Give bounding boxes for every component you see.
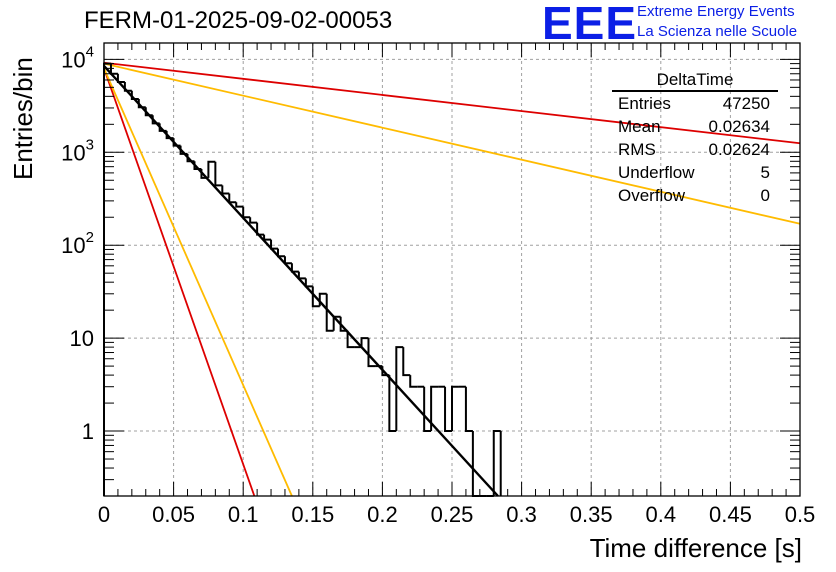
histogram-bin xyxy=(277,248,285,258)
histogram-bin xyxy=(451,385,459,432)
logo-line-1: Extreme Energy Events xyxy=(637,3,795,20)
stats-row-underflow: Underflow 5 xyxy=(612,161,778,184)
stats-label: Entries xyxy=(618,94,671,113)
stats-label: Mean xyxy=(618,117,661,136)
x-tick-label: 0.35 xyxy=(570,502,613,527)
x-tick-label: 0.4 xyxy=(646,502,677,527)
x-tick-label: 0.05 xyxy=(152,502,195,527)
fit-curve-red-steep xyxy=(103,68,256,497)
histogram-bin xyxy=(130,90,139,100)
histogram-bin xyxy=(492,430,501,496)
histogram-bin xyxy=(137,98,146,109)
histogram-bin xyxy=(172,138,181,147)
stats-value: 0.02634 xyxy=(708,117,770,136)
y-tick-label: 102 xyxy=(61,229,94,258)
stats-label: RMS xyxy=(618,140,656,159)
histogram-bin xyxy=(360,337,369,348)
x-tick-label: 0.1 xyxy=(228,502,259,527)
histogram-bin xyxy=(423,386,432,433)
histogram-bin xyxy=(471,431,480,497)
histogram-bin xyxy=(332,315,341,331)
stats-row-rms: RMS 0.02624 xyxy=(612,138,778,161)
histogram-bin xyxy=(123,82,132,92)
histogram-bin xyxy=(235,202,244,208)
histogram-bin xyxy=(304,278,313,288)
stats-row-entries: Entries 47250 xyxy=(612,92,778,115)
histogram-bin xyxy=(381,366,390,377)
histogram-bin xyxy=(165,130,174,140)
stats-box: DeltaTime Entries 47250 Mean 0.02634 RMS… xyxy=(612,70,778,207)
fit-curve-yellow-steep xyxy=(103,68,293,497)
stats-value: 47250 xyxy=(722,94,770,113)
x-tick-label: 0 xyxy=(98,502,110,527)
histogram-bin xyxy=(325,293,334,332)
histogram-bin xyxy=(402,347,411,377)
histogram-bin xyxy=(318,292,327,307)
histogram-bin xyxy=(263,234,272,241)
histogram-bin xyxy=(116,73,125,84)
histogram-bin xyxy=(339,316,348,332)
stats-value: 5 xyxy=(760,163,770,182)
histogram-bin xyxy=(388,375,397,433)
x-axis-title: Time difference [s] xyxy=(589,533,802,563)
histogram-bin xyxy=(256,222,265,236)
histogram-bin xyxy=(311,286,320,308)
x-tick-labels: 0 0.05 0.1 0.15 0.2 0.25 0.3 0.35 0.4 0.45 0.5 xyxy=(98,502,815,527)
histogram-bin xyxy=(214,161,223,187)
stats-row-mean: Mean 0.02634 xyxy=(612,115,778,138)
eee-logo-mark: EEE xyxy=(542,0,638,49)
histogram-bin xyxy=(464,386,473,433)
histogram-bin xyxy=(346,330,355,349)
x-tick-label: 0.15 xyxy=(291,502,334,527)
y-tick-label: 104 xyxy=(61,43,94,72)
histogram-bin xyxy=(221,185,230,195)
histogram-bin xyxy=(186,153,195,163)
stats-label: Overflow xyxy=(618,186,686,205)
y-tick-label: 1 xyxy=(82,419,94,444)
y-axis-title: Entries/bin xyxy=(8,57,38,180)
histogram-bin xyxy=(367,338,376,368)
fit-curve-yellow-shallow xyxy=(103,62,801,225)
stats-row-overflow: Overflow 0 xyxy=(612,184,778,207)
x-tick-label: 0.5 xyxy=(785,502,816,527)
fit-curve-red-shallow xyxy=(103,61,801,145)
x-tick-label: 0.45 xyxy=(709,502,752,527)
y-tick-label: 103 xyxy=(61,136,94,165)
histogram-bin xyxy=(158,123,167,132)
histogram-bin xyxy=(200,169,209,179)
stats-value: 0.02624 xyxy=(708,140,770,159)
x-tick-label: 0.2 xyxy=(367,502,398,527)
logo-line-2: La Scienza nelle Scuole xyxy=(637,23,798,40)
chart-title: FERM-01-2025-09-02-00053 xyxy=(84,7,393,34)
y-tick-label: 10 xyxy=(70,326,94,351)
histogram-bin xyxy=(297,271,306,280)
histogram-bin xyxy=(409,375,418,388)
histogram-bin xyxy=(249,217,258,224)
histogram-bin xyxy=(270,239,278,250)
histogram-bin xyxy=(444,386,452,433)
histogram-bin xyxy=(290,263,299,273)
histogram-bin xyxy=(430,385,439,432)
histogram-bin xyxy=(193,161,202,171)
x-tick-label: 0.25 xyxy=(431,502,474,527)
histogram-bin xyxy=(283,256,292,265)
x-tick-label: 0.3 xyxy=(506,502,537,527)
histogram-bin xyxy=(207,160,216,178)
histogram-bin xyxy=(151,115,160,125)
histogram-bin xyxy=(144,107,153,117)
axis-ticks xyxy=(103,43,801,497)
histogram-bin xyxy=(242,206,251,219)
histogram-bin xyxy=(228,193,237,204)
histogram-bin xyxy=(179,145,188,155)
stats-title: DeltaTime xyxy=(612,70,778,92)
stats-label: Underflow xyxy=(618,163,695,182)
stats-value: 0 xyxy=(760,186,770,205)
histogram-bin xyxy=(395,346,404,432)
